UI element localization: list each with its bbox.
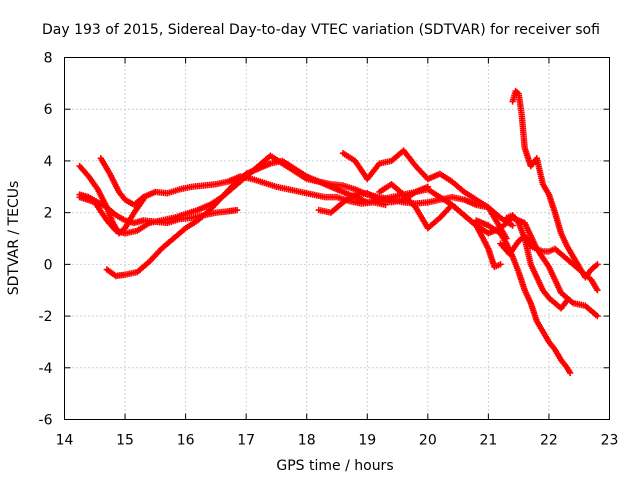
x-tick-label: 15 [116,433,134,449]
series-arc-2 [97,155,389,209]
x-tick-label: 22 [540,433,558,449]
x-tick-label: 16 [177,433,195,449]
series-arc-8 [376,181,504,271]
data-point [566,369,574,377]
data-point [594,312,601,320]
y-tick-label: 0 [44,257,53,273]
series-arc-7 [339,147,516,229]
y-tick-label: 4 [44,154,53,170]
data-point [233,206,241,214]
data-point [563,297,571,304]
y-axis-label: SDTVAR / TECUs [6,181,22,296]
x-tick-label: 20 [419,433,437,449]
data-point [594,287,601,294]
x-tick-label: 17 [237,433,255,449]
y-tick-label: -2 [39,309,53,325]
data-point [497,261,504,268]
data-point [594,261,601,268]
x-axis-label: GPS time / hours [276,458,393,474]
y-tick-label: 6 [44,102,53,118]
plot-frame [64,57,610,420]
data-marks [76,87,601,377]
data-point [509,222,516,229]
y-tick-label: -6 [39,413,53,429]
x-tick-label: 23 [601,433,619,449]
x-tick-label: 21 [479,433,497,449]
x-tick-label: 19 [358,433,376,449]
y-tick-label: 8 [44,51,53,67]
grid [64,57,610,420]
chart-title: Day 193 of 2015, Sidereal Day-to-day VTE… [42,22,600,38]
y-tick-label: -4 [39,361,53,377]
x-tick-label: 18 [298,433,316,449]
series-arc-12 [503,212,571,312]
x-tick-label: 14 [56,433,74,449]
series-arc-9 [509,87,601,281]
y-tick-label: 2 [44,206,53,222]
